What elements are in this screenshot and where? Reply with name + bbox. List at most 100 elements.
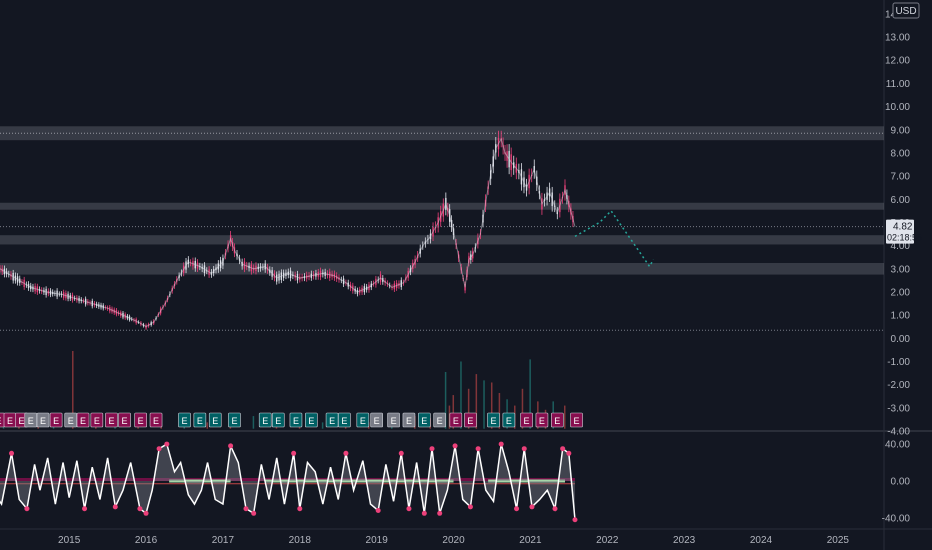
volume-bar bbox=[72, 350, 74, 429]
earnings-label: E bbox=[524, 416, 530, 426]
time-tick-label: 2023 bbox=[673, 535, 696, 546]
earnings-badge bbox=[535, 412, 549, 428]
price-tick-label: -2.00 bbox=[887, 380, 910, 391]
currency-label: USD bbox=[895, 6, 916, 17]
earnings-badge bbox=[305, 412, 318, 428]
earnings-marker: E bbox=[305, 412, 318, 428]
zone-2 bbox=[0, 235, 884, 245]
last-price-value: 4.82 bbox=[893, 222, 913, 233]
oscillator-extreme-dot bbox=[514, 506, 520, 512]
earnings-label: E bbox=[68, 416, 74, 426]
earnings-marker: E bbox=[118, 412, 131, 428]
oscillator-tick-label: -40.00 bbox=[882, 513, 911, 524]
oscillator-extreme-dot bbox=[251, 510, 257, 516]
oscillator-extreme-dot bbox=[421, 510, 427, 516]
currency-button[interactable]: USD bbox=[892, 2, 920, 19]
oscillator-extreme-dot bbox=[406, 506, 412, 512]
earnings-marker: E bbox=[433, 412, 446, 428]
earnings-marker: E bbox=[338, 412, 351, 428]
oscillator-extreme-dot bbox=[9, 450, 15, 456]
earnings-badge bbox=[570, 412, 583, 428]
earnings-badge bbox=[118, 412, 131, 428]
earnings-badge bbox=[520, 412, 533, 428]
earnings-badge bbox=[258, 412, 272, 428]
earnings-label: E bbox=[437, 416, 443, 426]
earnings-marker: E bbox=[464, 412, 477, 428]
earnings-label: E bbox=[421, 416, 427, 426]
zone-1 bbox=[0, 202, 884, 210]
earnings-marker: E bbox=[149, 412, 163, 428]
earnings-badge bbox=[76, 412, 90, 428]
earnings-badge bbox=[402, 412, 416, 428]
time-tick-label: 2019 bbox=[366, 535, 389, 546]
earnings-label: E bbox=[453, 416, 459, 426]
earnings-label: E bbox=[554, 416, 560, 426]
oscillator-extreme-dot bbox=[243, 506, 249, 512]
earnings-label: E bbox=[490, 416, 496, 426]
oscillator-extreme-dot bbox=[566, 450, 572, 456]
oscillator-extreme-dot bbox=[24, 506, 30, 512]
last-price-badge: 4.82 02:18:55 bbox=[886, 219, 922, 244]
earnings-badge bbox=[464, 412, 477, 428]
earnings-label: E bbox=[53, 416, 59, 426]
earnings-badge bbox=[370, 412, 383, 428]
earnings-marker: E bbox=[370, 412, 383, 428]
earnings-label: E bbox=[293, 416, 299, 426]
volume-bar bbox=[252, 416, 255, 429]
time-tick-label: 2015 bbox=[58, 535, 81, 546]
price-path bbox=[0, 137, 576, 328]
price-tick-label: 6.00 bbox=[891, 195, 911, 206]
earnings-marker: E bbox=[228, 412, 241, 428]
earnings-label: E bbox=[197, 416, 203, 426]
price-tick-label: 3.00 bbox=[891, 264, 911, 275]
volume-bar bbox=[498, 392, 501, 429]
earnings-marker: E bbox=[535, 412, 549, 428]
earnings-badge bbox=[193, 412, 207, 428]
earnings-marker: E bbox=[76, 412, 90, 428]
volume-bar bbox=[460, 361, 462, 429]
volume-bar bbox=[490, 382, 493, 429]
earnings-label: E bbox=[329, 416, 335, 426]
earnings-marker: E bbox=[570, 412, 583, 428]
earnings-badge bbox=[90, 412, 104, 428]
oscillator-extreme-dot bbox=[552, 506, 558, 512]
earnings-label: E bbox=[391, 416, 397, 426]
earnings-label: E bbox=[308, 416, 314, 426]
earnings-marker: E bbox=[49, 412, 63, 428]
earnings-label: E bbox=[138, 416, 144, 426]
earnings-badge bbox=[356, 412, 370, 428]
earnings-marker: E bbox=[487, 412, 500, 428]
price-tick-label: 10.00 bbox=[885, 102, 910, 113]
oscillator-area bbox=[0, 444, 575, 520]
earnings-label: E bbox=[80, 416, 86, 426]
oscillator-axis: 40.00 0.00 -40.00 bbox=[882, 440, 911, 525]
earnings-badge bbox=[433, 412, 446, 428]
earnings-marker: E bbox=[24, 412, 38, 428]
time-tick-label: 2022 bbox=[596, 535, 619, 546]
time-tick-label: 2017 bbox=[212, 535, 235, 546]
earnings-marker: E bbox=[36, 412, 50, 428]
volume-bar bbox=[467, 388, 470, 429]
oscillator-extreme-dot bbox=[137, 506, 143, 512]
bar-countdown: 02:18:55 bbox=[887, 233, 922, 243]
earnings-marker: E bbox=[178, 412, 191, 428]
earnings-label: E bbox=[212, 416, 218, 426]
zone-3 bbox=[0, 263, 884, 275]
earnings-label: E bbox=[574, 416, 580, 426]
earnings-label: E bbox=[108, 416, 114, 426]
oscillator-pane bbox=[0, 441, 578, 523]
earnings-label: E bbox=[539, 416, 545, 426]
earnings-badge bbox=[228, 412, 241, 428]
oscillator-extreme-dot bbox=[437, 510, 443, 516]
volume-bar bbox=[521, 388, 524, 429]
price-tick-label: -1.00 bbox=[887, 357, 910, 368]
earnings-badge bbox=[338, 412, 351, 428]
volume-bar bbox=[563, 405, 566, 429]
earnings-marker: E bbox=[502, 412, 516, 428]
earnings-badge bbox=[208, 412, 222, 428]
oscillator-line bbox=[0, 442, 576, 520]
oscillator-extreme-dot bbox=[498, 441, 504, 447]
oscillator-extreme-dot bbox=[228, 443, 234, 449]
